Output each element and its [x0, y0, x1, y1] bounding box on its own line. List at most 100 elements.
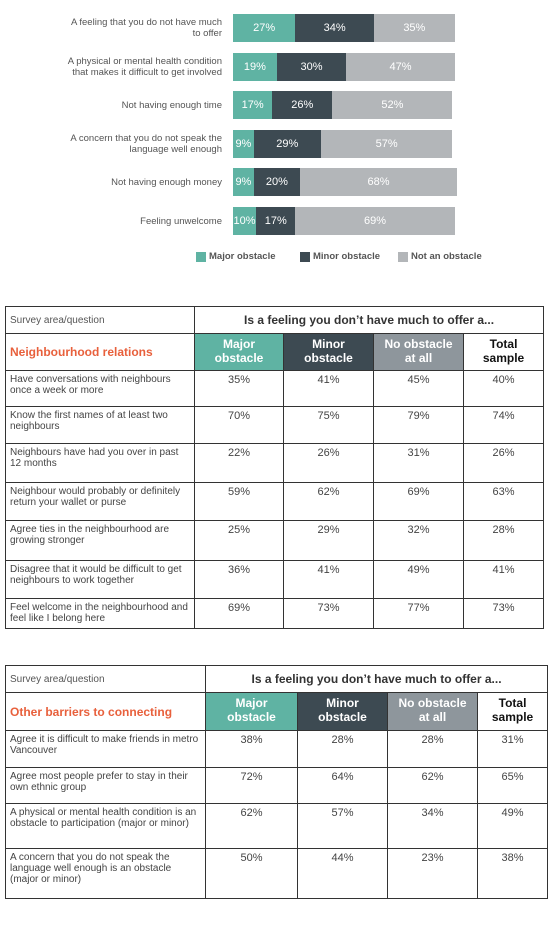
category-label: Feeling unwelcome — [140, 215, 222, 227]
value-label: 34% — [323, 22, 346, 34]
header-row: Survey area/question Is a feeling you don… — [5, 665, 549, 693]
data-table: Survey area/question Is a feeling you don… — [5, 306, 545, 629]
table-cell: 65% — [476, 767, 549, 804]
data-table: Survey area/question Is a feeling you don… — [5, 665, 549, 899]
table-cell: 32% — [373, 520, 464, 561]
bar-segment: 57% — [320, 129, 453, 158]
table-row: Neighbour would probably or definitely r… — [5, 482, 545, 521]
table-cell: 34% — [387, 803, 478, 849]
section-row: Other barriers to connecting Major obstac… — [5, 692, 549, 731]
row-label: Agree it is difficult to make friends in… — [5, 730, 206, 768]
table-cell: 69% — [373, 482, 464, 521]
table-cell: 36% — [194, 560, 284, 599]
value-label: 17% — [241, 99, 264, 112]
bar-segment: 26% — [272, 91, 333, 120]
legend-label: Major obstacle — [209, 251, 276, 262]
table-cell: 49% — [476, 803, 549, 849]
column-header: No obstacle at all — [387, 692, 478, 731]
legend-label: Minor obstacle — [313, 251, 381, 262]
category-label: A feeling that you do not have much to o… — [70, 17, 222, 39]
table-cell: 28% — [297, 730, 388, 768]
bar-segment: 35% — [373, 14, 455, 42]
value-label: 29% — [276, 137, 299, 150]
table-cell: 62% — [283, 482, 374, 521]
value-label: 35% — [403, 22, 426, 34]
bar-segment: 47% — [346, 52, 455, 81]
section-title: Neighbourhood relations — [5, 333, 195, 371]
table-cell: 28% — [387, 730, 478, 768]
table-row: Neighbours have had you over in past 12 … — [5, 443, 545, 483]
bar-segment: 27% — [233, 14, 296, 42]
bar-segment: 17% — [256, 207, 296, 235]
table-cell: 77% — [373, 598, 464, 629]
bar-segment: 34% — [295, 14, 374, 42]
row-label: Agree ties in the neighbourhood are grow… — [5, 520, 195, 561]
bar-segment: 9% — [233, 129, 254, 158]
value-label: 26% — [291, 99, 314, 112]
table-row: Disagree that it would be difficult to g… — [5, 560, 545, 599]
row-label: Disagree that it would be difficult to g… — [5, 560, 195, 599]
table-cell: 45% — [373, 370, 464, 407]
table-row: A concern that you do not speak the lang… — [5, 848, 549, 899]
bar-segment: 17% — [233, 91, 273, 120]
bar-segment: 68% — [299, 168, 458, 197]
value-label: 52% — [381, 99, 404, 112]
row-label: A concern that you do not speak the lang… — [5, 848, 206, 899]
table-cell: 31% — [476, 730, 549, 768]
table-cell: 62% — [387, 767, 478, 804]
table-cell: 38% — [476, 848, 549, 899]
table-cell: 31% — [373, 443, 464, 483]
value-label: 47% — [389, 60, 412, 73]
row-label: Agree most people prefer to stay in thei… — [5, 767, 206, 804]
bar-segment: 9% — [233, 168, 254, 197]
table-cell: 74% — [462, 406, 545, 444]
table-cell: 64% — [297, 767, 388, 804]
table-cell: 26% — [283, 443, 374, 483]
value-label: 69% — [364, 215, 387, 227]
bar-segment: 52% — [332, 91, 453, 120]
table-cell: 69% — [194, 598, 284, 629]
header-left: Survey area/question — [5, 306, 195, 334]
legend-swatch — [398, 252, 408, 262]
table-cell: 35% — [194, 370, 284, 407]
table-cell: 25% — [194, 520, 284, 561]
bar-segment: 10% — [233, 207, 257, 235]
header-left: Survey area/question — [5, 665, 206, 693]
category-label: A concern that you do not speak the lang… — [70, 132, 222, 155]
table-cell: 73% — [283, 598, 374, 629]
legend-swatch — [196, 252, 206, 262]
table-cell: 62% — [205, 803, 298, 849]
header-row: Survey area/question Is a feeling you don… — [5, 306, 545, 334]
section-title: Other barriers to connecting — [5, 692, 206, 731]
row-label: Neighbours have had you over in past 12 … — [5, 443, 195, 483]
table-cell: 72% — [205, 767, 298, 804]
bar-segment: 69% — [295, 207, 455, 235]
column-header: No obstacle at all — [373, 333, 464, 371]
table-cell: 44% — [297, 848, 388, 899]
column-header: Minor obstacle — [297, 692, 388, 731]
table-cell: 63% — [462, 482, 545, 521]
category-label: Not having enough time — [121, 99, 222, 111]
column-header: Minor obstacle — [283, 333, 374, 371]
table-cell: 70% — [194, 406, 284, 444]
value-label: 30% — [300, 60, 323, 73]
table-cell: 29% — [283, 520, 374, 561]
value-label: 57% — [375, 137, 398, 150]
value-label: 9% — [235, 137, 252, 150]
row-label: Know the first names of at least two nei… — [5, 406, 195, 444]
table-cell: 23% — [387, 848, 478, 899]
table-cell: 79% — [373, 406, 464, 444]
bar-segment: 30% — [276, 52, 347, 81]
table-cell: 73% — [462, 598, 545, 629]
table-row: Agree ties in the neighbourhood are grow… — [5, 520, 545, 561]
table-cell: 38% — [205, 730, 298, 768]
category-label: Not having enough money — [111, 176, 222, 188]
table-cell: 59% — [194, 482, 284, 521]
value-label: 9% — [235, 176, 252, 189]
value-label: 68% — [367, 176, 390, 189]
table-row: Have conversations with neighbours once … — [5, 370, 545, 407]
table-row: Agree most people prefer to stay in thei… — [5, 767, 549, 804]
value-label: 27% — [253, 22, 276, 34]
column-header: Major obstacle — [205, 692, 298, 731]
